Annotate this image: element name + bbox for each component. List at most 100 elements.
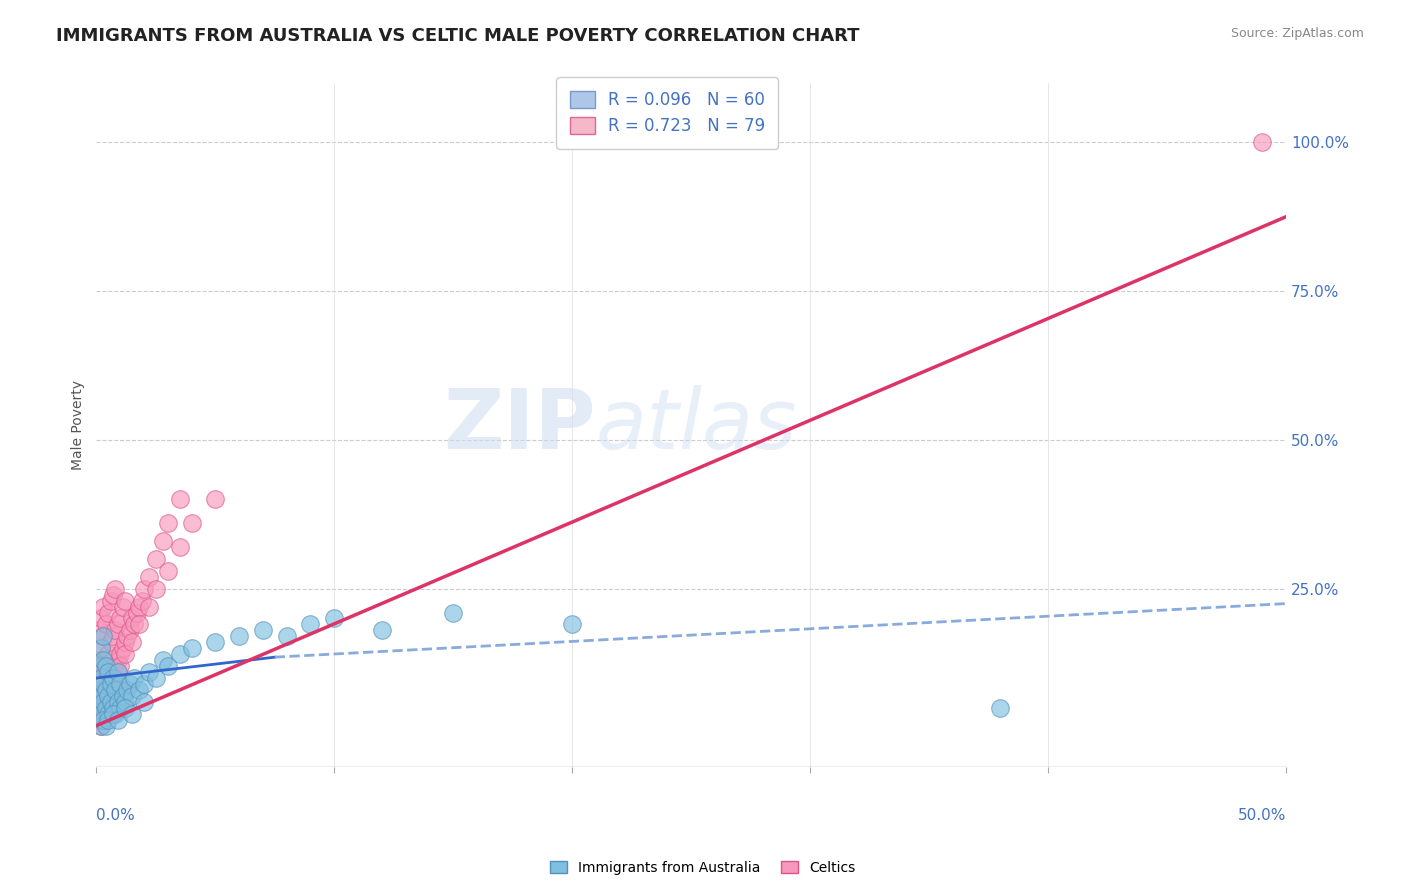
Point	[87, 689, 110, 703]
Point	[180, 641, 202, 656]
Point	[156, 659, 179, 673]
Point	[104, 682, 127, 697]
Point	[118, 624, 141, 638]
Point	[87, 624, 110, 638]
Point	[124, 617, 146, 632]
Point	[125, 606, 148, 620]
Legend: R = 0.096   N = 60, R = 0.723   N = 79: R = 0.096 N = 60, R = 0.723 N = 79	[557, 78, 779, 149]
Point	[441, 606, 464, 620]
Point	[101, 706, 124, 721]
Point	[111, 641, 134, 656]
Point	[90, 695, 112, 709]
Point	[90, 706, 112, 721]
Point	[94, 682, 117, 697]
Point	[138, 599, 160, 614]
Point	[93, 659, 115, 673]
Point	[87, 659, 110, 673]
Point	[101, 689, 124, 703]
Point	[100, 671, 122, 685]
Point	[132, 677, 155, 691]
Point	[90, 718, 112, 732]
Point	[94, 682, 117, 697]
Legend: Immigrants from Australia, Celtics: Immigrants from Australia, Celtics	[546, 855, 860, 880]
Point	[169, 647, 191, 661]
Y-axis label: Male Poverty: Male Poverty	[72, 380, 86, 470]
Point	[132, 695, 155, 709]
Point	[97, 689, 120, 703]
Point	[94, 718, 117, 732]
Text: 0.0%: 0.0%	[97, 808, 135, 823]
Point	[100, 682, 122, 697]
Point	[169, 540, 191, 554]
Point	[97, 700, 120, 714]
Point	[104, 671, 127, 685]
Point	[138, 665, 160, 679]
Point	[90, 689, 112, 703]
Point	[97, 606, 120, 620]
Point	[117, 629, 139, 643]
Point	[104, 624, 127, 638]
Point	[145, 582, 167, 596]
Point	[108, 659, 131, 673]
Point	[94, 617, 117, 632]
Point	[90, 682, 112, 697]
Point	[111, 599, 134, 614]
Point	[990, 700, 1012, 714]
Point	[104, 706, 127, 721]
Point	[107, 677, 129, 691]
Point	[90, 641, 112, 656]
Point	[90, 611, 112, 625]
Point	[121, 689, 143, 703]
Point	[131, 593, 153, 607]
Point	[93, 677, 115, 691]
Point	[104, 659, 127, 673]
Point	[124, 671, 146, 685]
Point	[108, 677, 131, 691]
Point	[121, 635, 143, 649]
Point	[114, 593, 136, 607]
Point	[104, 582, 127, 596]
Point	[101, 671, 124, 685]
Point	[100, 593, 122, 607]
Point	[90, 718, 112, 732]
Point	[252, 624, 274, 638]
Point	[128, 599, 150, 614]
Point	[204, 492, 226, 507]
Point	[90, 671, 112, 685]
Point	[128, 617, 150, 632]
Point	[97, 713, 120, 727]
Point	[152, 534, 174, 549]
Point	[371, 624, 394, 638]
Point	[94, 700, 117, 714]
Point	[299, 617, 322, 632]
Point	[90, 671, 112, 685]
Point	[101, 588, 124, 602]
Point	[87, 677, 110, 691]
Point	[87, 713, 110, 727]
Point	[93, 700, 115, 714]
Point	[101, 677, 124, 691]
Point	[107, 695, 129, 709]
Point	[93, 629, 115, 643]
Text: atlas: atlas	[596, 384, 797, 466]
Text: 50.0%: 50.0%	[1237, 808, 1286, 823]
Point	[94, 695, 117, 709]
Point	[97, 647, 120, 661]
Point	[97, 689, 120, 703]
Point	[114, 635, 136, 649]
Point	[97, 706, 120, 721]
Point	[107, 617, 129, 632]
Point	[145, 671, 167, 685]
Point	[114, 700, 136, 714]
Point	[156, 564, 179, 578]
Point	[93, 713, 115, 727]
Point	[276, 629, 298, 643]
Point	[93, 689, 115, 703]
Point	[121, 706, 143, 721]
Point	[107, 665, 129, 679]
Point	[101, 700, 124, 714]
Point	[117, 682, 139, 697]
Text: Source: ZipAtlas.com: Source: ZipAtlas.com	[1230, 27, 1364, 40]
Point	[100, 695, 122, 709]
Point	[90, 706, 112, 721]
